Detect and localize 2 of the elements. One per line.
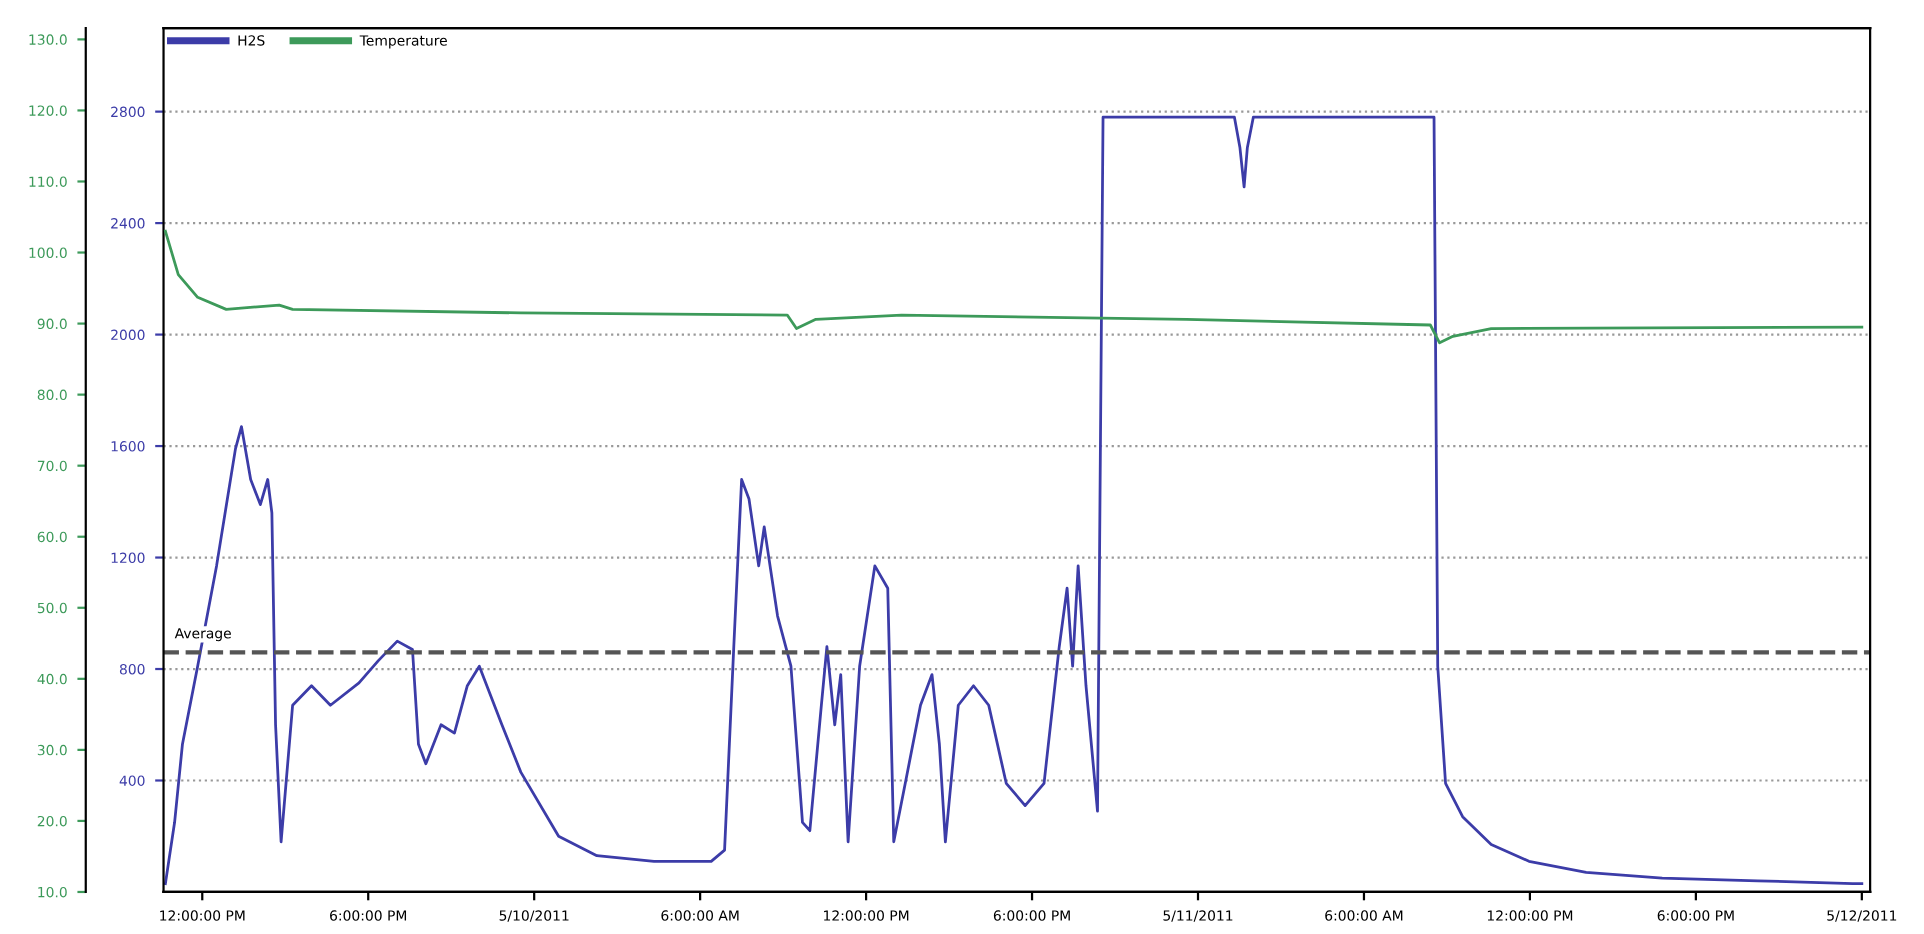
line-series	[163, 115, 1864, 885]
line-series	[163, 229, 1864, 345]
